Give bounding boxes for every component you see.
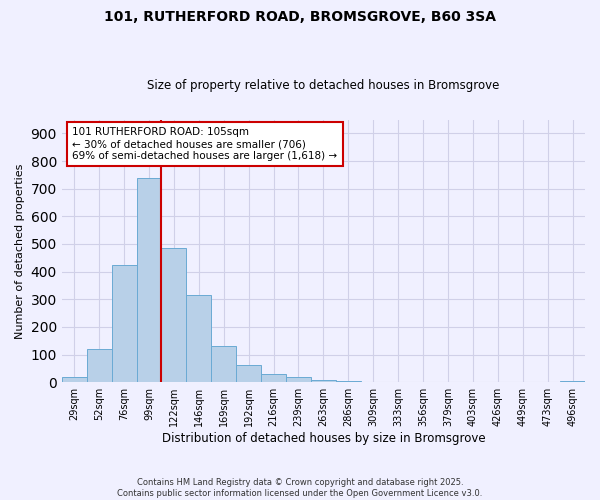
Text: 101, RUTHERFORD ROAD, BROMSGROVE, B60 3SA: 101, RUTHERFORD ROAD, BROMSGROVE, B60 3S… <box>104 10 496 24</box>
Title: Size of property relative to detached houses in Bromsgrove: Size of property relative to detached ho… <box>147 79 500 92</box>
Bar <box>211 346 236 382</box>
Bar <box>261 374 286 382</box>
Bar <box>336 381 361 382</box>
Bar <box>236 365 261 382</box>
Bar <box>62 376 87 382</box>
Text: 101 RUTHERFORD ROAD: 105sqm
← 30% of detached houses are smaller (706)
69% of se: 101 RUTHERFORD ROAD: 105sqm ← 30% of det… <box>72 128 337 160</box>
Bar <box>187 295 211 382</box>
Text: Contains HM Land Registry data © Crown copyright and database right 2025.
Contai: Contains HM Land Registry data © Crown c… <box>118 478 482 498</box>
Bar <box>87 349 112 382</box>
Y-axis label: Number of detached properties: Number of detached properties <box>15 163 25 338</box>
Bar <box>161 248 187 382</box>
X-axis label: Distribution of detached houses by size in Bromsgrove: Distribution of detached houses by size … <box>161 432 485 445</box>
Bar <box>311 380 336 382</box>
Bar <box>286 376 311 382</box>
Bar <box>112 264 137 382</box>
Bar <box>137 178 161 382</box>
